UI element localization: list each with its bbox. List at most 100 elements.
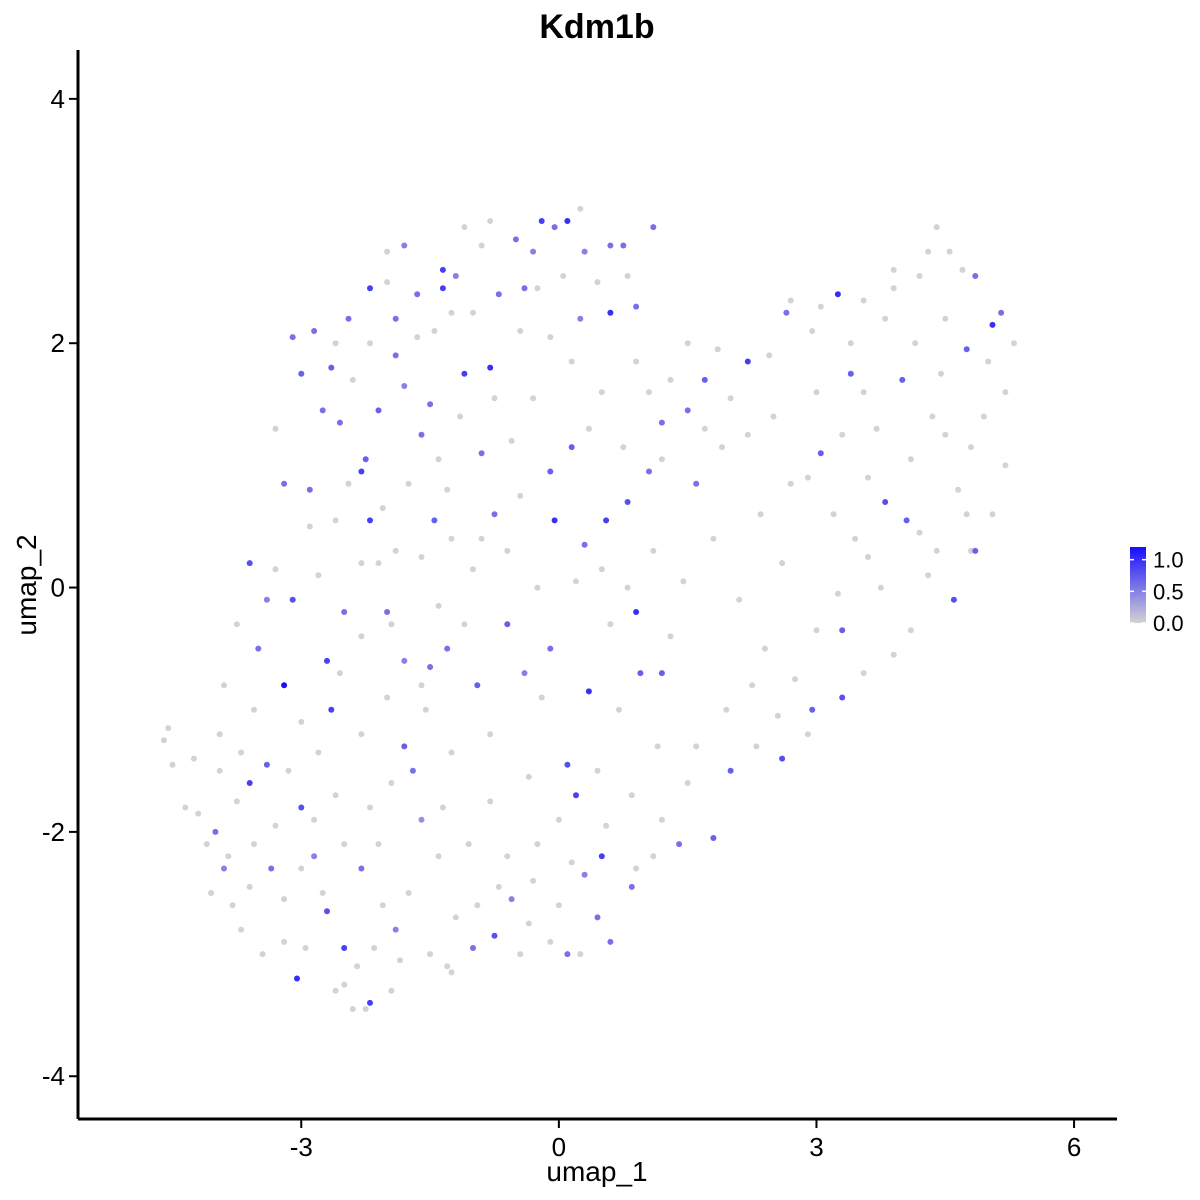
cell-point	[633, 609, 640, 615]
cell-point	[839, 431, 846, 438]
cell-point	[298, 865, 305, 872]
cell-point	[607, 242, 614, 249]
cell-point	[577, 951, 584, 958]
cell-point	[719, 444, 725, 451]
cell-point	[834, 291, 841, 298]
cell-point	[259, 951, 266, 958]
cell-point	[839, 694, 846, 701]
cell-point	[882, 499, 889, 505]
cell-point	[972, 547, 979, 554]
cell-point	[968, 444, 974, 451]
cell-point	[809, 706, 816, 713]
cell-point	[628, 792, 635, 799]
cell-point	[268, 865, 275, 872]
cell-point	[478, 242, 485, 249]
cell-point	[916, 529, 923, 536]
cell-point	[517, 328, 524, 334]
cell-point	[388, 621, 395, 628]
cell-point	[714, 346, 721, 353]
cell-point	[903, 517, 910, 524]
cell-point	[379, 505, 386, 512]
cell-point	[427, 664, 434, 670]
cell-point	[792, 676, 798, 683]
cell-point	[392, 926, 399, 933]
cell-point	[341, 841, 348, 848]
cell-point	[362, 456, 369, 463]
cell-point	[680, 578, 687, 585]
cell-point	[311, 853, 318, 860]
cell-point	[517, 951, 524, 958]
cell-point	[938, 370, 944, 377]
cell-point	[890, 266, 897, 273]
cell-point	[525, 920, 532, 927]
cell-point	[676, 841, 683, 848]
cell-point	[989, 511, 996, 518]
cell-point	[491, 932, 498, 939]
cell-point	[594, 767, 601, 774]
cell-point	[804, 474, 811, 481]
colorbar-tick-label: 1.0	[1153, 548, 1184, 573]
cell-point	[508, 896, 515, 903]
cell-point	[963, 511, 970, 518]
y-tick-label: 4	[51, 84, 65, 114]
cell-point	[989, 321, 996, 328]
cell-point	[371, 945, 378, 951]
cell-point	[452, 914, 459, 921]
cell-point	[787, 297, 794, 304]
cell-point	[925, 572, 932, 579]
cell-point	[354, 963, 361, 970]
cell-point	[367, 517, 373, 524]
cell-point	[478, 450, 485, 457]
cell-point	[298, 370, 305, 377]
cell-point	[955, 486, 962, 493]
cell-point	[491, 511, 498, 518]
cell-point	[328, 364, 335, 371]
cell-point	[624, 584, 631, 591]
cell-point	[461, 224, 468, 231]
cell-point	[998, 309, 1005, 316]
cell-point	[654, 743, 661, 750]
cell-point	[693, 480, 700, 487]
cell-point	[684, 340, 691, 347]
cell-point	[628, 883, 635, 890]
cell-point	[401, 242, 408, 249]
cell-point	[375, 841, 382, 848]
cell-point	[332, 987, 339, 994]
cell-point	[461, 370, 468, 377]
cell-point	[470, 566, 476, 573]
cell-point	[865, 474, 871, 481]
cell-point	[281, 938, 288, 945]
cell-point	[770, 413, 777, 420]
cell-point	[547, 468, 554, 475]
x-tick-label: 3	[809, 1132, 823, 1162]
cell-point	[379, 902, 386, 909]
cell-point	[414, 291, 421, 298]
cell-point	[448, 309, 455, 316]
cell-point	[860, 389, 867, 396]
cell-point	[336, 419, 343, 426]
cell-point	[306, 523, 313, 530]
cell-point	[470, 945, 476, 951]
cell-point	[182, 804, 189, 811]
colorbar	[1130, 547, 1146, 623]
cell-point	[925, 248, 932, 255]
cell-point	[607, 621, 614, 628]
cell-point	[255, 645, 262, 652]
cell-point	[281, 682, 288, 689]
cell-point	[830, 511, 837, 518]
cell-point	[890, 651, 897, 658]
cell-point	[470, 309, 476, 316]
cell-point	[620, 444, 627, 451]
cell-point	[517, 492, 524, 499]
cell-point	[585, 688, 592, 695]
cell-point	[465, 841, 472, 848]
cell-point	[401, 743, 408, 750]
cell-point	[405, 890, 412, 896]
cell-point	[315, 572, 322, 579]
cell-point	[349, 376, 356, 383]
points-layer	[160, 205, 1017, 1012]
cell-point	[487, 731, 494, 738]
cell-point	[667, 633, 674, 640]
cell-point	[388, 987, 395, 994]
y-tick-label: -2	[42, 817, 65, 847]
